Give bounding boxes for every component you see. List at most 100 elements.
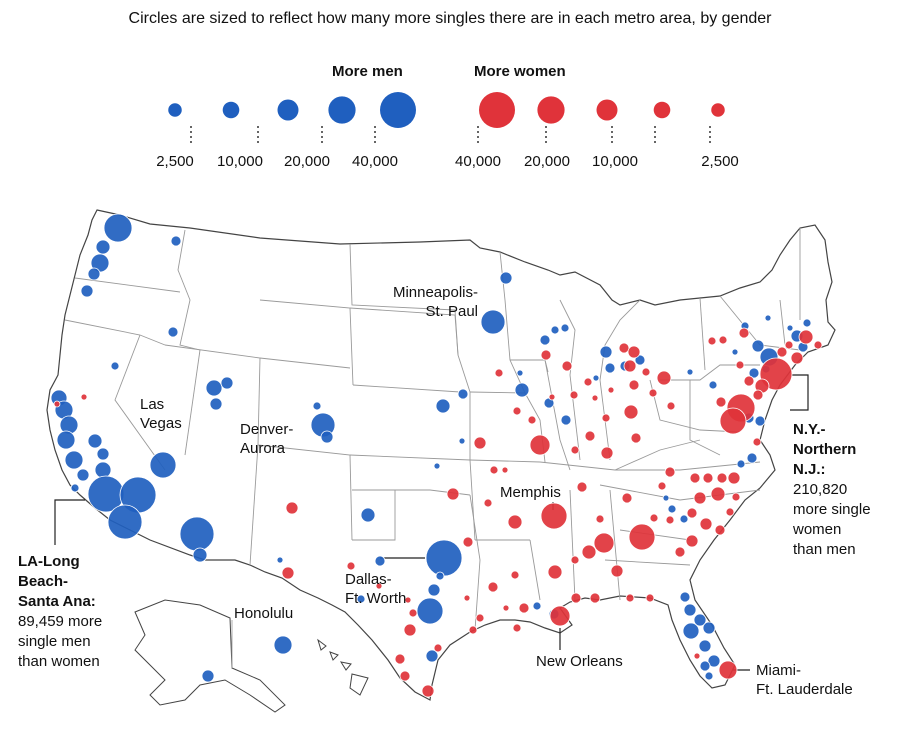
metro-bubble-women-129 — [628, 379, 640, 391]
legend-women-circle-1 — [537, 96, 565, 124]
legend-men-circle-0 — [168, 103, 182, 117]
metro-bubble-men-24 — [179, 516, 215, 552]
metro-bubble-women-107 — [752, 389, 764, 401]
metro-bubble-men-19 — [107, 504, 143, 540]
metro-bubble-women-165 — [589, 592, 601, 604]
metro-bubble-women-128 — [656, 370, 672, 386]
metro-bubble-women-110 — [716, 472, 728, 484]
legend-women-circle-4 — [711, 103, 725, 117]
metro-bubble-women-170 — [518, 602, 530, 614]
metro-bubble-men-73 — [679, 514, 689, 524]
metro-bubble-men-89 — [708, 380, 718, 390]
metro-bubble-men-7 — [110, 361, 120, 371]
metro-bubble-women-159 — [610, 564, 624, 578]
metro-bubble-women-190 — [693, 652, 701, 660]
metro-bubble-women-138 — [666, 401, 676, 411]
metro-bubble-women-168 — [510, 570, 520, 580]
metro-bubble-men-68 — [698, 639, 712, 653]
metro-bubble-men-13 — [87, 433, 103, 449]
metro-bubble-women-188 — [375, 582, 383, 590]
metro-bubble-women-123 — [665, 515, 675, 525]
metro-bubble-men-20 — [70, 483, 80, 493]
metro-bubble-women-191 — [548, 393, 556, 401]
metro-bubble-men-52 — [560, 323, 570, 333]
metro-bubble-men-48 — [201, 669, 215, 683]
legend-men-circle-3 — [328, 96, 356, 124]
metro-bubble-men-31 — [312, 401, 322, 411]
metro-bubble-women-178 — [408, 608, 418, 618]
metro-bubble-women-193 — [607, 386, 615, 394]
metro-bubble-women-157 — [593, 532, 615, 554]
metro-bubble-men-12 — [64, 450, 84, 470]
metro-bubble-women-177 — [403, 623, 417, 637]
label-new-orleans: New Orleans — [536, 653, 623, 670]
metro-bubble-men-35 — [435, 398, 451, 414]
metro-bubble-women-132 — [583, 377, 593, 387]
metro-bubble-men-14 — [96, 447, 110, 461]
metro-bubble-women-169 — [487, 581, 499, 593]
metro-bubble-men-55 — [599, 345, 613, 359]
metro-bubble-men-88 — [686, 368, 694, 376]
label-denver: Denver- Aurora — [240, 421, 294, 457]
metro-bubble-men-59 — [634, 354, 646, 366]
metro-bubble-women-166 — [625, 593, 635, 603]
metro-bubble-men-5 — [170, 235, 182, 247]
metro-bubble-women-156 — [628, 523, 656, 551]
metro-bubble-women-155 — [595, 514, 605, 524]
metro-bubble-women-187 — [346, 561, 356, 571]
annotation-ny-name: N.Y.- Northern N.J.: — [793, 421, 857, 478]
metro-bubble-men-23 — [149, 451, 177, 479]
metro-bubble-women-151 — [507, 514, 523, 530]
metro-bubble-women-192 — [591, 394, 599, 402]
legend-women-circle-0 — [479, 92, 515, 128]
metro-bubble-women-150 — [540, 502, 568, 530]
legend-men-tick-3: 20,000 — [284, 153, 330, 170]
metro-bubble-men-41 — [435, 571, 445, 581]
metro-bubble-men-58 — [592, 374, 600, 382]
metro-bubble-women-136 — [648, 388, 658, 398]
metro-bubble-women-92 — [798, 329, 814, 345]
metro-bubble-women-139 — [584, 430, 596, 442]
annotation-la-name: LA-Long Beach- Santa Ana: — [18, 553, 96, 610]
metro-bubble-men-79 — [748, 367, 760, 379]
metro-bubble-women-186 — [281, 566, 295, 580]
metro-bubble-women-142 — [630, 432, 642, 444]
metro-bubble-women-122 — [674, 546, 686, 558]
metro-bubble-women-137 — [641, 367, 651, 377]
metro-bubble-men-77 — [754, 415, 766, 427]
legend-men-circle-1 — [222, 101, 240, 119]
metro-bubble-women-135 — [540, 349, 552, 361]
metro-bubble-women-133 — [569, 390, 579, 400]
metro-bubble-men-87 — [731, 348, 739, 356]
metro-bubble-men-32 — [499, 271, 513, 285]
metro-bubble-women-103 — [738, 327, 750, 339]
metro-bubble-men-72 — [667, 504, 677, 514]
legend-circles — [168, 92, 725, 146]
metro-bubble-women-111 — [727, 471, 741, 485]
metro-bubble-women-108 — [752, 437, 762, 447]
metro-bubble-women-140 — [570, 445, 580, 455]
metro-bubble-women-172 — [549, 605, 571, 627]
metro-bubble-men-1 — [95, 239, 111, 255]
metro-bubble-women-115 — [693, 491, 707, 505]
metro-bubble-men-85 — [786, 324, 794, 332]
metro-bubble-women-147 — [473, 436, 487, 450]
metro-bubble-women-130 — [623, 404, 639, 420]
metro-bubble-men-11 — [56, 430, 76, 450]
metro-bubble-men-84 — [802, 318, 812, 328]
metro-bubble-women-114 — [710, 486, 726, 502]
metro-bubble-women-162 — [649, 513, 659, 523]
metro-bubble-men-46 — [276, 556, 284, 564]
hawaii-islands — [317, 638, 369, 696]
label-memphis: Memphis — [500, 484, 561, 501]
metro-bubble-women-118 — [686, 507, 698, 519]
metro-bubble-men-82 — [751, 339, 765, 353]
metro-bubble-women-163 — [547, 564, 563, 580]
metro-bubble-men-28 — [209, 397, 223, 411]
metro-bubble-women-131 — [601, 413, 611, 423]
metro-bubble-men-60 — [560, 414, 572, 426]
metro-bubble-women-141 — [600, 446, 614, 460]
annotation-la-detail: 89,459 more single men than women — [18, 613, 103, 670]
